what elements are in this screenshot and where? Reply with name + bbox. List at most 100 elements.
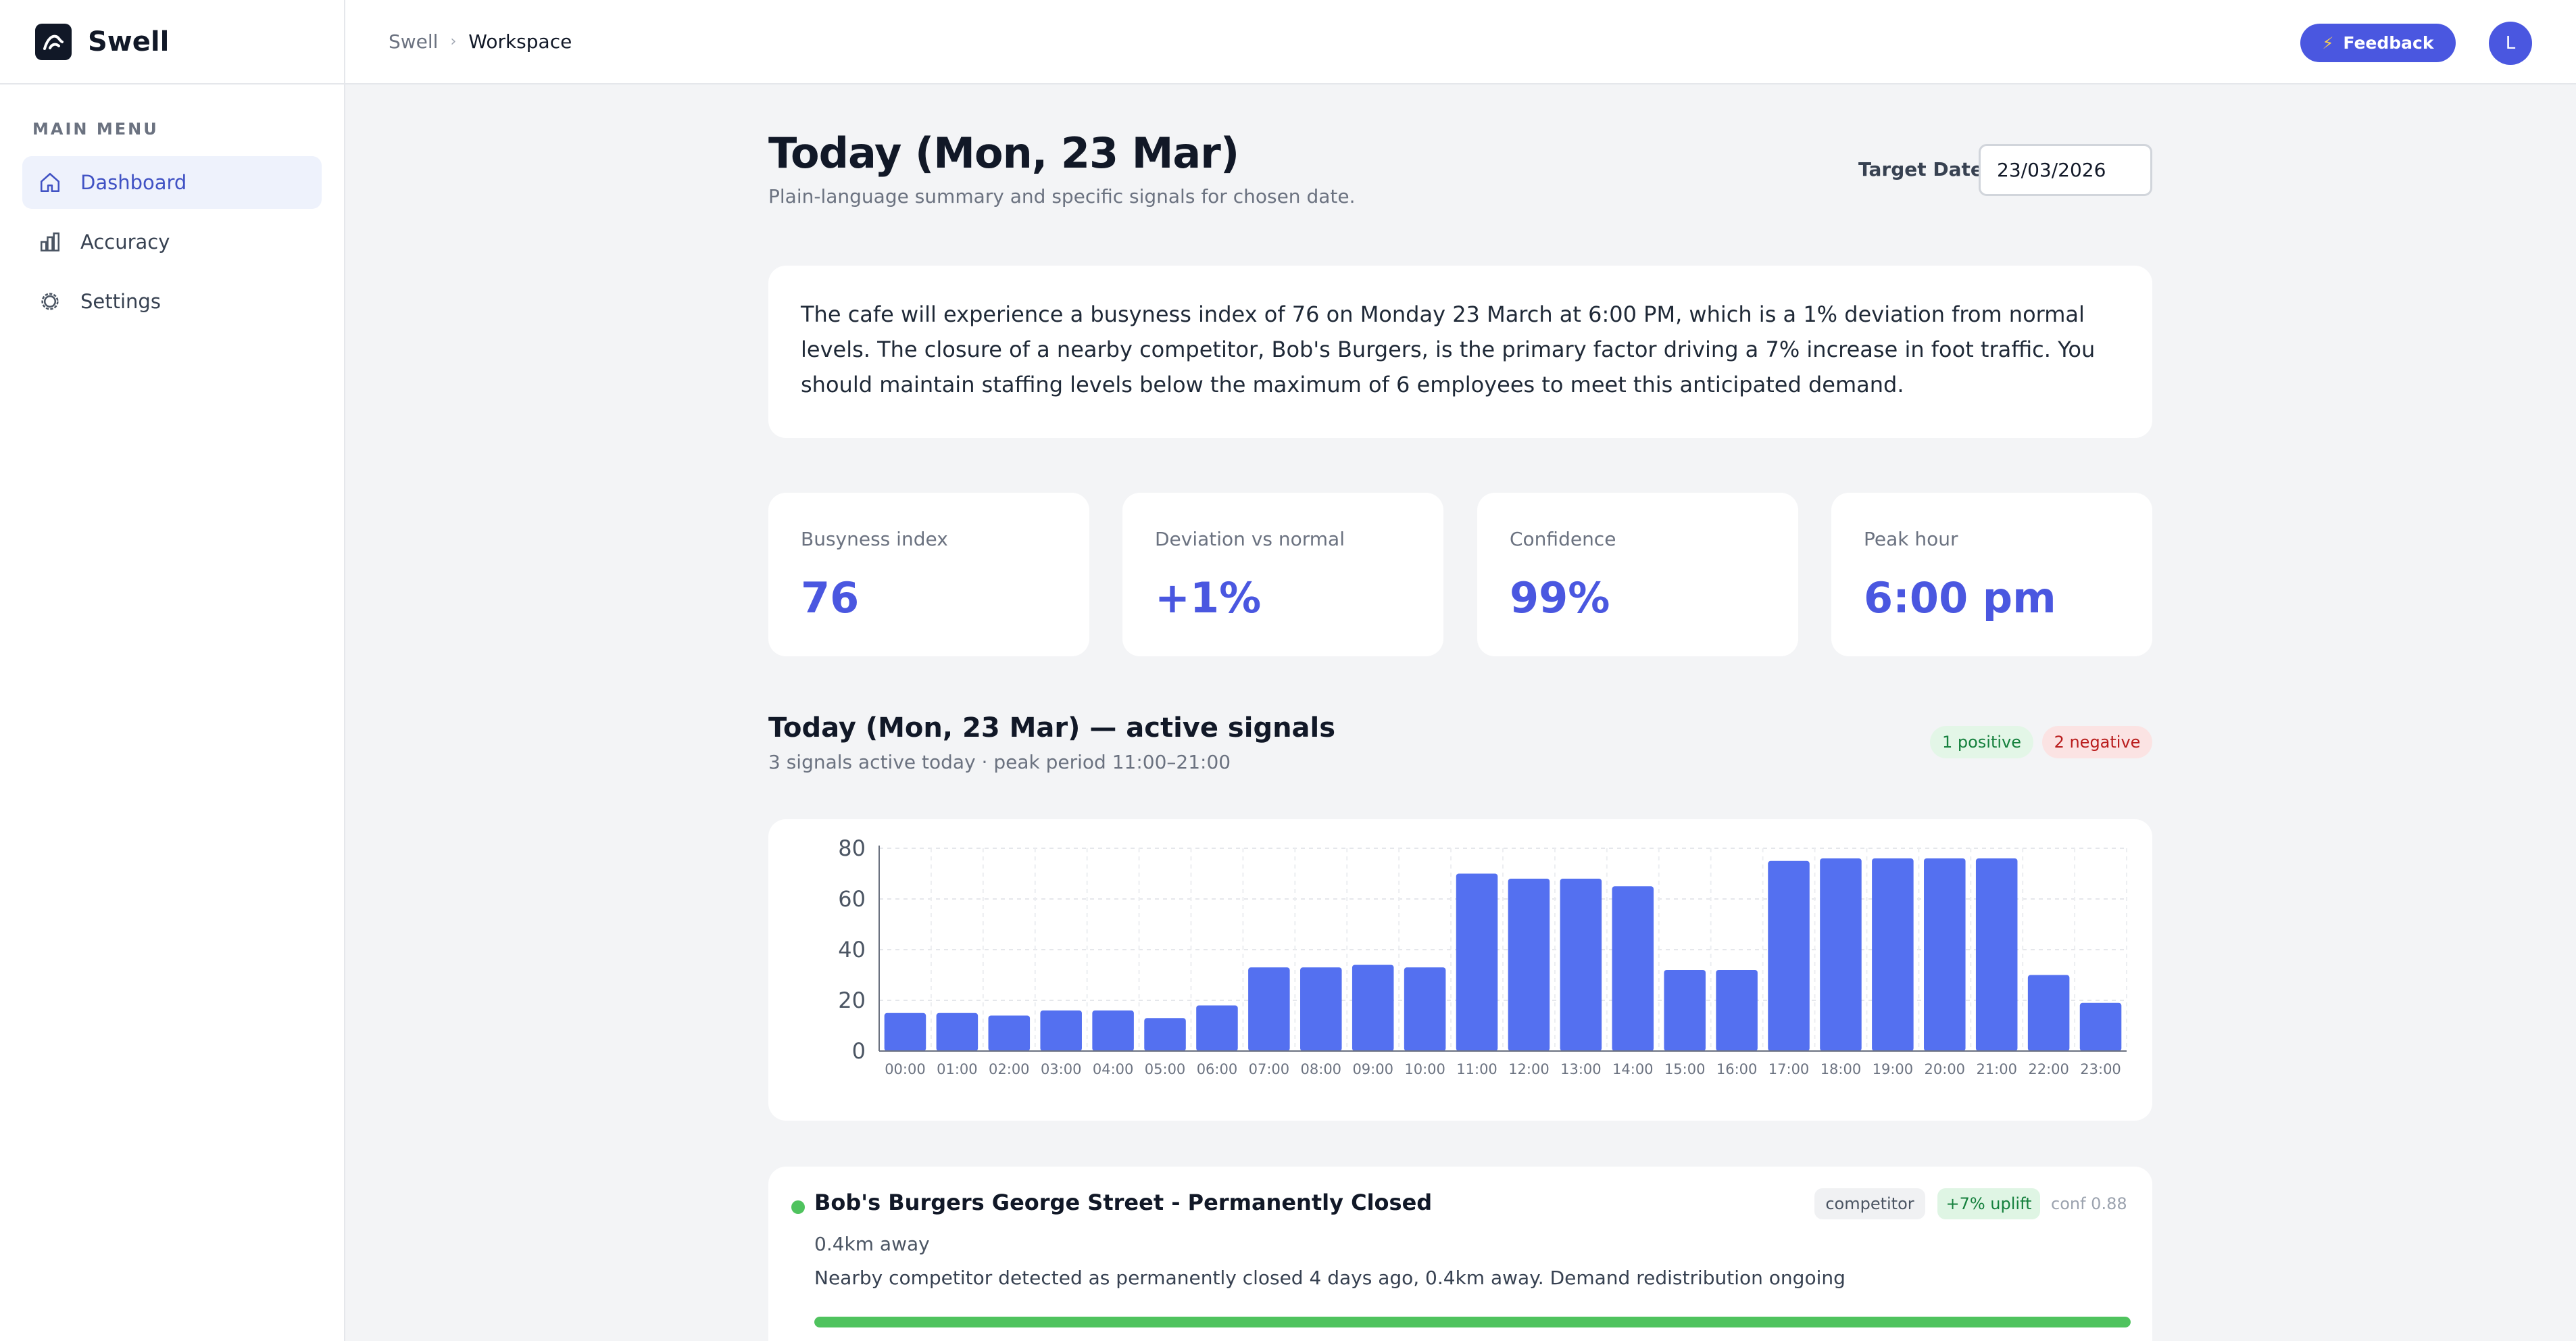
bar (1716, 970, 1758, 1051)
signal-strength-bar (814, 1317, 2131, 1327)
x-tick-label: 23:00 (2080, 1061, 2121, 1077)
bar (1300, 967, 1342, 1051)
breadcrumb-current: Workspace (468, 30, 572, 53)
x-tick-label: 10:00 (1404, 1061, 1445, 1077)
y-tick-label: 0 (852, 1038, 866, 1064)
x-tick-label: 19:00 (1873, 1061, 1914, 1077)
sidebar-item-label: Dashboard (80, 171, 187, 194)
x-tick-label: 12:00 (1508, 1061, 1550, 1077)
x-tick-label: 22:00 (2028, 1061, 2069, 1077)
signal-distance: 0.4km away (814, 1233, 930, 1255)
x-tick-label: 08:00 (1301, 1061, 1342, 1077)
hourly-busyness-chart: 0 20 40 60 80 00:00 01:00 02:00 03:00 04:00 05:00 0… (768, 819, 2152, 1121)
x-tick-label: 21:00 (1976, 1061, 2017, 1077)
x-tick-label: 20:00 (1925, 1061, 1966, 1077)
bar (1664, 970, 1706, 1051)
stat-value: +1% (1155, 573, 1262, 623)
stat-card-busyness: Busyness index 76 (768, 493, 1089, 656)
stat-card-confidence: Confidence 99% (1477, 493, 1798, 656)
signal-card[interactable]: Bob's Burgers George Street - Permanentl… (768, 1167, 2152, 1341)
signal-description: Nearby competitor detected as permanentl… (814, 1267, 1846, 1289)
signals-subtitle: 3 signals active today · peak period 11:… (768, 751, 1231, 773)
stat-value: 6:00 pm (1864, 573, 2056, 623)
stat-value: 76 (801, 573, 860, 623)
menu-caption: MAIN MENU (32, 120, 159, 139)
signals-title: Today (Mon, 23 Mar) — active signals (768, 712, 1336, 743)
stat-label: Busyness index (801, 528, 948, 550)
stat-label: Deviation vs normal (1155, 528, 1345, 550)
bar-chart-icon (37, 229, 63, 255)
y-tick-label: 60 (838, 886, 866, 912)
avatar[interactable]: L (2489, 22, 2532, 65)
chevron-right-icon: › (450, 33, 457, 50)
sidebar-item-label: Settings (80, 290, 161, 313)
x-tick-label: 09:00 (1352, 1061, 1393, 1077)
x-tick-label: 18:00 (1820, 1061, 1862, 1077)
page-title: Today (Mon, 23 Mar) (768, 128, 1239, 178)
x-tick-label: 04:00 (1093, 1061, 1134, 1077)
page-subtitle: Plain-language summary and specific sign… (768, 185, 1356, 208)
summary-card: The cafe will experience a busyness inde… (768, 266, 2152, 438)
signal-uplift-tag: +7% uplift (1937, 1188, 2040, 1219)
bar (1092, 1010, 1134, 1051)
x-tick-label: 14:00 (1612, 1061, 1654, 1077)
status-dot (791, 1200, 805, 1214)
breadcrumb-root[interactable]: Swell (389, 30, 439, 53)
lightning-icon: ⚡ (2322, 33, 2334, 53)
sidebar-item-accuracy[interactable]: Accuracy (22, 216, 322, 268)
stat-label: Confidence (1510, 528, 1616, 550)
sidebar-item-dashboard[interactable]: Dashboard (22, 156, 322, 209)
home-icon (37, 170, 63, 195)
wave-logo-icon (35, 23, 72, 60)
bar (2027, 975, 2070, 1051)
bar (988, 1015, 1031, 1051)
stat-card-peak-hour: Peak hour 6:00 pm (1831, 493, 2152, 656)
bar (1872, 858, 1914, 1051)
bar (1196, 1005, 1238, 1051)
bar (2079, 1002, 2122, 1051)
bar (1820, 858, 1862, 1051)
x-tick-label: 01:00 (937, 1061, 978, 1077)
feedback-button[interactable]: ⚡ Feedback (2300, 24, 2456, 62)
gear-icon (37, 289, 63, 314)
x-tick-label: 11:00 (1456, 1061, 1497, 1077)
target-date-input[interactable] (1979, 144, 2152, 196)
app-name: Swell (88, 26, 170, 57)
x-tick-label: 15:00 (1664, 1061, 1706, 1077)
x-tick-label: 17:00 (1768, 1061, 1810, 1077)
x-tick-label: 00:00 (885, 1061, 926, 1077)
y-tick-label: 20 (838, 988, 866, 1013)
bar (884, 1013, 926, 1051)
bar (1456, 873, 1498, 1051)
summary-text: The cafe will experience a busyness inde… (801, 301, 2096, 397)
sidebar-item-settings[interactable]: Settings (22, 275, 322, 328)
bar (1248, 967, 1290, 1051)
signal-strength-fill (814, 1317, 2131, 1327)
x-tick-label: 03:00 (1041, 1061, 1082, 1077)
sidebar: Swell MAIN MENU Dashboard Accuracy Setti… (0, 0, 345, 1341)
bar (1975, 858, 2018, 1051)
bar (1560, 879, 1602, 1051)
x-tick-label: 16:00 (1716, 1061, 1758, 1077)
x-tick-label: 06:00 (1197, 1061, 1238, 1077)
bar (1040, 1010, 1082, 1051)
signal-confidence: conf 0.88 (2051, 1194, 2127, 1213)
negative-badge: 2 negative (2042, 726, 2152, 758)
bar (936, 1013, 979, 1051)
y-tick-label: 80 (838, 835, 866, 861)
bar (1924, 858, 1966, 1051)
bar (1144, 1018, 1186, 1051)
stat-card-deviation: Deviation vs normal +1% (1122, 493, 1443, 656)
main-menu: Dashboard Accuracy Settings (22, 156, 322, 328)
positive-badge: 1 positive (1930, 726, 2033, 758)
top-bar: Swell › Workspace ⚡ Feedback L (345, 0, 2576, 84)
sidebar-item-label: Accuracy (80, 230, 170, 253)
feedback-label: Feedback (2343, 33, 2434, 53)
bar (1352, 965, 1394, 1051)
y-tick-label: 40 (838, 937, 866, 962)
x-tick-label: 07:00 (1249, 1061, 1290, 1077)
bar (1508, 879, 1550, 1051)
stat-label: Peak hour (1864, 528, 1958, 550)
brand: Swell (0, 0, 344, 84)
x-tick-label: 05:00 (1145, 1061, 1186, 1077)
